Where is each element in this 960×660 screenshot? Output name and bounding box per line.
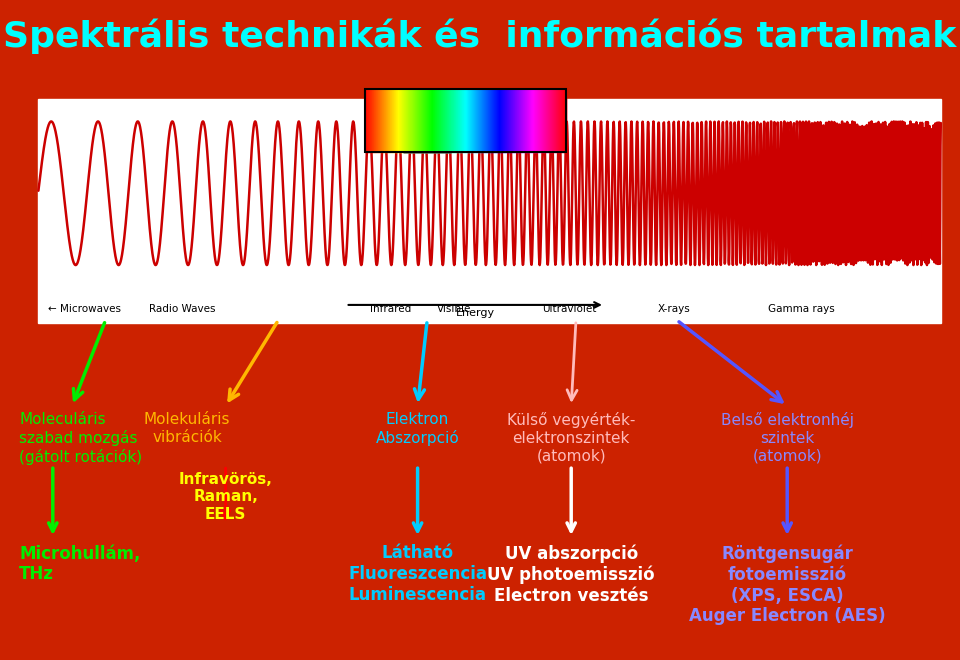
Text: Energy: Energy xyxy=(456,308,494,318)
Text: Microhullám,
THz: Microhullám, THz xyxy=(19,544,140,583)
Bar xyxy=(38,99,941,323)
Text: Spektrális technikák és  információs tartalmak: Spektrális technikák és információs tart… xyxy=(4,18,956,54)
Text: ← Microwaves: ← Microwaves xyxy=(48,304,121,314)
Text: Radio Waves: Radio Waves xyxy=(149,304,215,314)
Text: X-rays: X-rays xyxy=(658,304,690,314)
Text: Röntgensugár
fotoemisszió
(XPS, ESCA)
Auger Electron (AES): Röntgensugár fotoemisszió (XPS, ESCA) Au… xyxy=(689,544,885,626)
Bar xyxy=(365,89,566,152)
Text: Infravörös,
Raman,
EELS: Infravörös, Raman, EELS xyxy=(179,472,273,521)
Text: UV abszorpció
UV photoemisszió
Electron vesztés: UV abszorpció UV photoemisszió Electron … xyxy=(488,544,655,605)
Text: Moleculáris
szabad mozgás
(gátolt rotációk): Moleculáris szabad mozgás (gátolt rotáci… xyxy=(19,412,142,465)
Text: Belső elektronhéj
szintek
(atomok): Belső elektronhéj szintek (atomok) xyxy=(721,412,853,463)
Text: Látható
Fluoreszcencia
Luminescencia: Látható Fluoreszcencia Luminescencia xyxy=(348,544,487,604)
Text: Molekuláris
vibrációk: Molekuláris vibrációk xyxy=(144,412,230,445)
Text: Gamma rays: Gamma rays xyxy=(768,304,835,314)
Text: Infrared: Infrared xyxy=(370,304,411,314)
Text: Visible: Visible xyxy=(437,304,471,314)
Text: Elektron
Abszorpció: Elektron Abszorpció xyxy=(375,412,460,446)
Text: Külső vegyérték-
elektronszintek
(atomok): Külső vegyérték- elektronszintek (atomok… xyxy=(507,412,636,463)
Text: Ultraviolet: Ultraviolet xyxy=(542,304,597,314)
